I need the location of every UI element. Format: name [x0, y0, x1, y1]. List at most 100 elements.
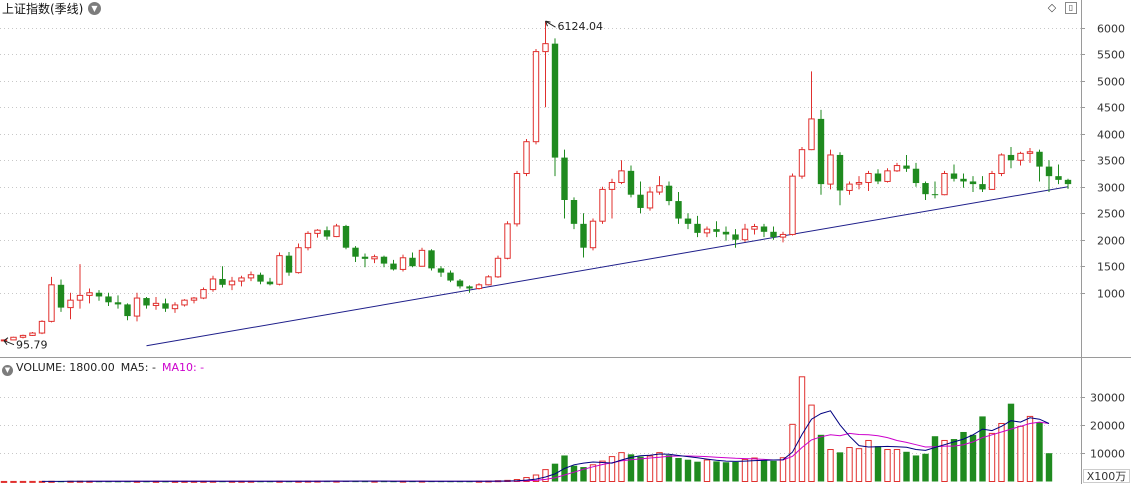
volume-tick-label: 10000 [1090, 448, 1125, 461]
candle-body-up [504, 223, 511, 259]
ma5-label: MA5: - [120, 361, 156, 374]
candle-body-down [960, 178, 967, 182]
chevron-down-icon[interactable]: ▼ [88, 2, 101, 15]
volume-bar-down [912, 455, 920, 482]
volume-bar-down [684, 459, 692, 482]
volume-bar-up [542, 469, 549, 483]
candle-body-down [732, 234, 739, 240]
volume-bar-up [618, 452, 625, 483]
candle-body-down [694, 223, 701, 233]
candle-body-down [931, 194, 939, 196]
candle-body-up [152, 302, 160, 306]
candle-body-up [314, 229, 321, 234]
candle-body-up [798, 149, 806, 177]
candle-body-up [513, 173, 521, 225]
volume-bar-up [19, 480, 27, 483]
candle-body-up [703, 228, 711, 234]
candle-body-down [95, 292, 103, 297]
candle-body-up [846, 183, 853, 191]
volume-bar-up [608, 456, 616, 483]
candle-body-up [542, 43, 549, 53]
volume-bar-down [836, 452, 844, 482]
candle-body-down [143, 298, 150, 306]
candle-body-up [238, 277, 245, 282]
candle-body-up [893, 165, 901, 172]
candle-body-down [162, 303, 169, 309]
low-marker-arrow [3, 337, 15, 346]
ma5-line [42, 410, 1050, 482]
volume-bar-down [979, 416, 986, 482]
candle-body-up [418, 249, 426, 267]
candle-body-up [608, 182, 616, 190]
candle-body-down [124, 304, 131, 317]
candle-body-down [266, 281, 274, 285]
price-tick-label: 6000 [1097, 23, 1125, 36]
candle-body-up [855, 182, 863, 185]
volume-bar-up [29, 480, 36, 483]
candle-body-down [637, 194, 644, 208]
volume-bar-down [114, 481, 122, 483]
candle-body-up [599, 188, 606, 222]
candle-body-up [295, 247, 302, 274]
candle-body-down [950, 173, 958, 179]
candle-body-down [561, 157, 568, 200]
candle-body-down [912, 168, 920, 184]
candle-body-up [998, 154, 1005, 174]
candle-body-up [741, 228, 749, 241]
candle-body-down [342, 225, 350, 248]
diamond-icon[interactable]: ◇ [1047, 1, 1057, 14]
volume-bar-down [903, 451, 910, 482]
volume-bar-down [627, 454, 635, 482]
candle-body-up [751, 226, 758, 230]
volume-bar-up [865, 439, 872, 482]
price-tick-label: 4000 [1097, 129, 1125, 142]
candle-body-down [713, 229, 720, 232]
candle-body-up [86, 292, 93, 296]
chevron-down-icon[interactable]: ▼ [2, 365, 13, 376]
candle-body-up [656, 185, 663, 193]
candle-body-down [285, 255, 293, 273]
volume-bar-down [380, 481, 388, 483]
candle-body-up [10, 336, 17, 341]
volume-bar-down [665, 455, 673, 482]
volume-bar-down [950, 439, 958, 482]
volume-bar-up [789, 423, 796, 483]
candle-body-down [57, 284, 65, 308]
trendline [146, 186, 1069, 347]
candle-body-down [219, 278, 226, 285]
candle-body-up [494, 257, 502, 278]
volume-tick-label: 20000 [1090, 420, 1125, 433]
volume-bar-up [893, 449, 901, 482]
candle-body-up [941, 173, 948, 196]
candle-body-up [589, 220, 597, 249]
candle-body-down [1045, 166, 1053, 177]
volume-bar-up [884, 449, 891, 482]
volume-bar-down [143, 481, 150, 483]
panel-icon[interactable]: ▯ [1065, 2, 1077, 14]
volume-bar-up [846, 447, 853, 483]
high-annotation: 6124.04 [558, 20, 604, 33]
volume-bar-down [817, 434, 825, 482]
candle-body-down [665, 185, 673, 202]
volume-bar-down [675, 458, 682, 482]
candle-body-up [523, 141, 530, 174]
volume-bar-up [855, 448, 863, 482]
candle-body-down [627, 170, 635, 195]
price-tick-label: 1000 [1097, 288, 1125, 301]
low-annotation: 95.79 [16, 339, 48, 352]
volume-unit-label: X100万 [1083, 469, 1130, 483]
volume-bar-up [827, 449, 834, 482]
candle-body-up [247, 274, 255, 279]
candle-body-up [171, 304, 179, 310]
price-tick-label: 2500 [1097, 208, 1125, 221]
price-tick-label: 5000 [1097, 76, 1125, 89]
candle-body-up [228, 280, 236, 286]
candle-body-up [475, 284, 483, 290]
volume-bar-down [570, 465, 578, 482]
volume-bar-up [998, 422, 1005, 482]
candle-body-down [114, 302, 122, 305]
candle-body-up [808, 118, 815, 151]
volume-bar-down [1045, 453, 1053, 482]
candle-body-up [29, 332, 36, 336]
